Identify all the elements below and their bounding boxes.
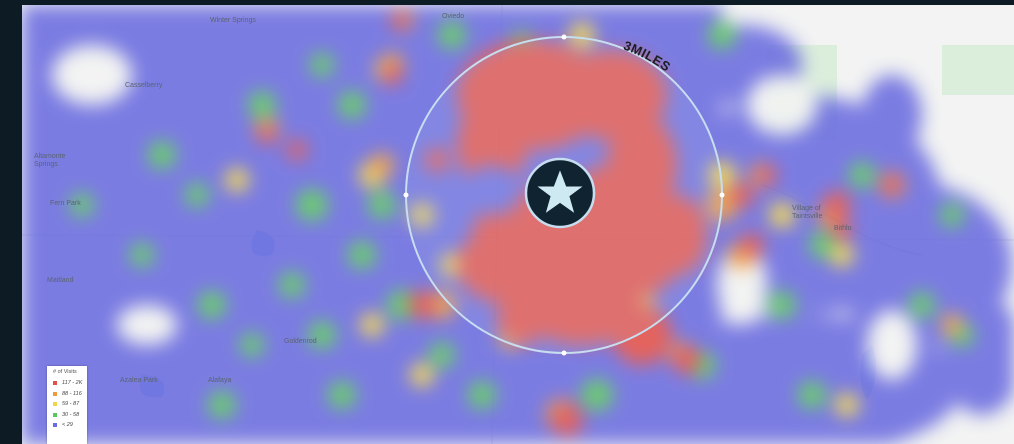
legend-title: # of Visits xyxy=(53,369,77,375)
place-label: Goldenrod xyxy=(284,338,317,345)
legend-item: < 29 xyxy=(50,420,84,431)
radius-handle[interactable] xyxy=(719,192,725,198)
legend-item: 117 - 2K xyxy=(50,378,84,389)
radius-handle[interactable] xyxy=(561,34,567,40)
place-label: Maitland xyxy=(47,277,74,284)
place-label: Azalea Park xyxy=(120,377,158,384)
legend: # of Visits 117 - 2K 88 - 116 59 - 87 30… xyxy=(47,366,87,444)
legend-label: < 29 xyxy=(62,422,73,429)
legend-swatch xyxy=(53,381,57,386)
legend-label: 88 - 116 xyxy=(62,390,82,397)
legend-swatch xyxy=(53,412,57,417)
legend-label: 30 - 58 xyxy=(62,411,80,418)
legend-swatch xyxy=(53,423,57,428)
heatmap-map[interactable]: Winter Springs Oviedo Casselberry Altamo… xyxy=(22,5,1014,444)
radius-handle[interactable] xyxy=(403,192,409,198)
place-label: Fern Park xyxy=(50,200,81,207)
star-icon[interactable] xyxy=(524,157,596,229)
place-label: Casselberry xyxy=(125,82,163,89)
legend-label: 59 - 87 xyxy=(62,401,80,408)
place-label: Bithlo xyxy=(834,225,852,232)
radius-handle[interactable] xyxy=(561,350,567,356)
legend-item: 30 - 58 xyxy=(50,410,84,421)
legend-item: 59 - 87 xyxy=(50,399,84,410)
legend-swatch xyxy=(53,402,57,407)
legend-swatch xyxy=(53,391,57,396)
place-label: Altamonte Springs xyxy=(34,153,66,168)
heat-layer xyxy=(22,5,1014,444)
park-area xyxy=(942,45,1014,95)
place-label: Alafaya xyxy=(208,377,232,384)
place-label: Village of Taintsville xyxy=(792,205,823,220)
legend-label: 117 - 2K xyxy=(62,380,83,387)
place-label: Oviedo xyxy=(442,13,465,20)
radius-overlay: 3MILES xyxy=(403,34,725,356)
place-label: Winter Springs xyxy=(210,17,256,24)
legend-item: 88 - 116 xyxy=(50,389,84,400)
